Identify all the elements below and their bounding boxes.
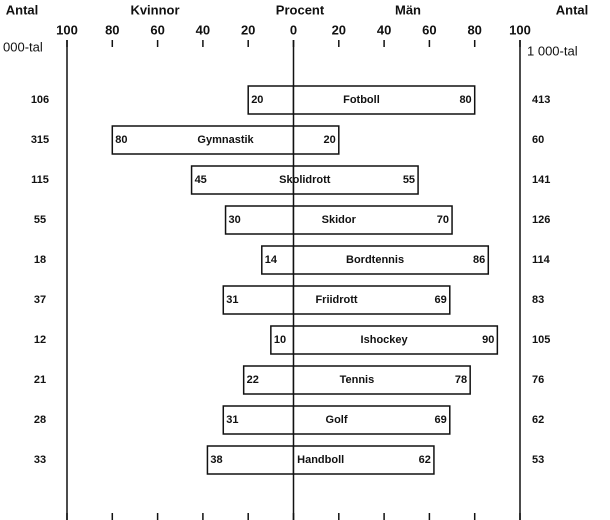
value-label: 86: [473, 254, 485, 266]
x-tick-label: 100: [56, 22, 78, 37]
right-series-label: Män: [395, 2, 421, 17]
count-label: 126: [532, 214, 550, 226]
value-label: 22: [247, 374, 259, 386]
x-tick-label: 60: [150, 22, 164, 37]
value-label: 62: [419, 454, 431, 466]
bar-segment: [224, 205, 295, 235]
right-unit: 1 000-tal: [527, 43, 578, 58]
value-label: 31: [226, 414, 238, 426]
category-label: Tennis: [340, 374, 375, 386]
count-label: 115: [31, 174, 49, 186]
x-tick-label: 80: [467, 22, 481, 37]
category-label: Handboll: [297, 454, 344, 466]
category-label: Ishockey: [361, 334, 409, 346]
count-label: 413: [532, 94, 550, 106]
count-label: 12: [34, 334, 46, 346]
left-unit: 000-tal: [3, 39, 43, 54]
x-tick-label: 40: [196, 22, 210, 37]
value-label: 69: [435, 414, 447, 426]
count-label: 53: [532, 454, 544, 466]
bar-segment: [206, 445, 295, 475]
count-label: 76: [532, 374, 544, 386]
category-label: Fotboll: [343, 94, 380, 106]
count-label: 106: [31, 94, 49, 106]
count-label: 18: [34, 254, 46, 266]
category-label: Golf: [326, 414, 348, 426]
left-series-label: Kvinnor: [130, 2, 179, 17]
x-axis-label: Procent: [276, 2, 325, 17]
right-label: Antal: [556, 2, 589, 17]
count-label: 315: [31, 134, 49, 146]
value-label: 14: [265, 254, 278, 266]
x-tick-label: 60: [422, 22, 436, 37]
value-label: 45: [195, 174, 207, 186]
x-tick-label: 0: [290, 22, 297, 37]
category-label: Gymnastik: [197, 134, 254, 146]
value-label: 69: [435, 294, 447, 306]
x-tick-label: 80: [105, 22, 119, 37]
x-tick-label: 100: [509, 22, 531, 37]
count-label: 21: [34, 374, 46, 386]
value-label: 80: [459, 94, 471, 106]
left-label: Antal: [6, 2, 39, 17]
category-label: Friidrott: [315, 294, 357, 306]
count-label: 33: [34, 454, 46, 466]
count-label: 28: [34, 414, 46, 426]
bar-segment: [190, 165, 295, 195]
value-label: 20: [251, 94, 263, 106]
x-tick-label: 20: [241, 22, 255, 37]
bar-segment: [247, 85, 295, 115]
value-label: 10: [274, 334, 286, 346]
bar-segment: [292, 405, 451, 435]
bar-segment: [292, 85, 476, 115]
category-label: Bordtennis: [346, 254, 404, 266]
bar-segment: [292, 445, 435, 475]
category-label: Skidor: [322, 214, 357, 226]
value-label: 30: [229, 214, 241, 226]
count-label: 55: [34, 214, 46, 226]
bar-segment: [292, 325, 499, 355]
count-label: 83: [532, 294, 544, 306]
bar-segment: [292, 205, 453, 235]
value-label: 80: [115, 134, 127, 146]
bar-segment: [292, 245, 490, 275]
category-label: Skolidrott: [279, 174, 331, 186]
bar-segment: [261, 245, 295, 275]
count-label: 141: [532, 174, 550, 186]
x-tick-label: 40: [377, 22, 391, 37]
value-label: 55: [403, 174, 415, 186]
x-tick-label: 20: [332, 22, 346, 37]
bar-segment: [111, 125, 295, 155]
value-label: 31: [226, 294, 238, 306]
count-label: 114: [532, 254, 551, 266]
value-label: 20: [324, 134, 336, 146]
value-label: 38: [210, 454, 222, 466]
bar-segment: [292, 285, 451, 315]
bar-segment: [292, 365, 471, 395]
bar-segment: [292, 125, 340, 155]
value-label: 70: [437, 214, 449, 226]
value-label: 78: [455, 374, 467, 386]
count-label: 60: [532, 134, 544, 146]
bar-segment: [292, 165, 419, 195]
count-label: 37: [34, 294, 46, 306]
value-label: 90: [482, 334, 494, 346]
count-label: 62: [532, 414, 544, 426]
count-label: 105: [532, 334, 550, 346]
